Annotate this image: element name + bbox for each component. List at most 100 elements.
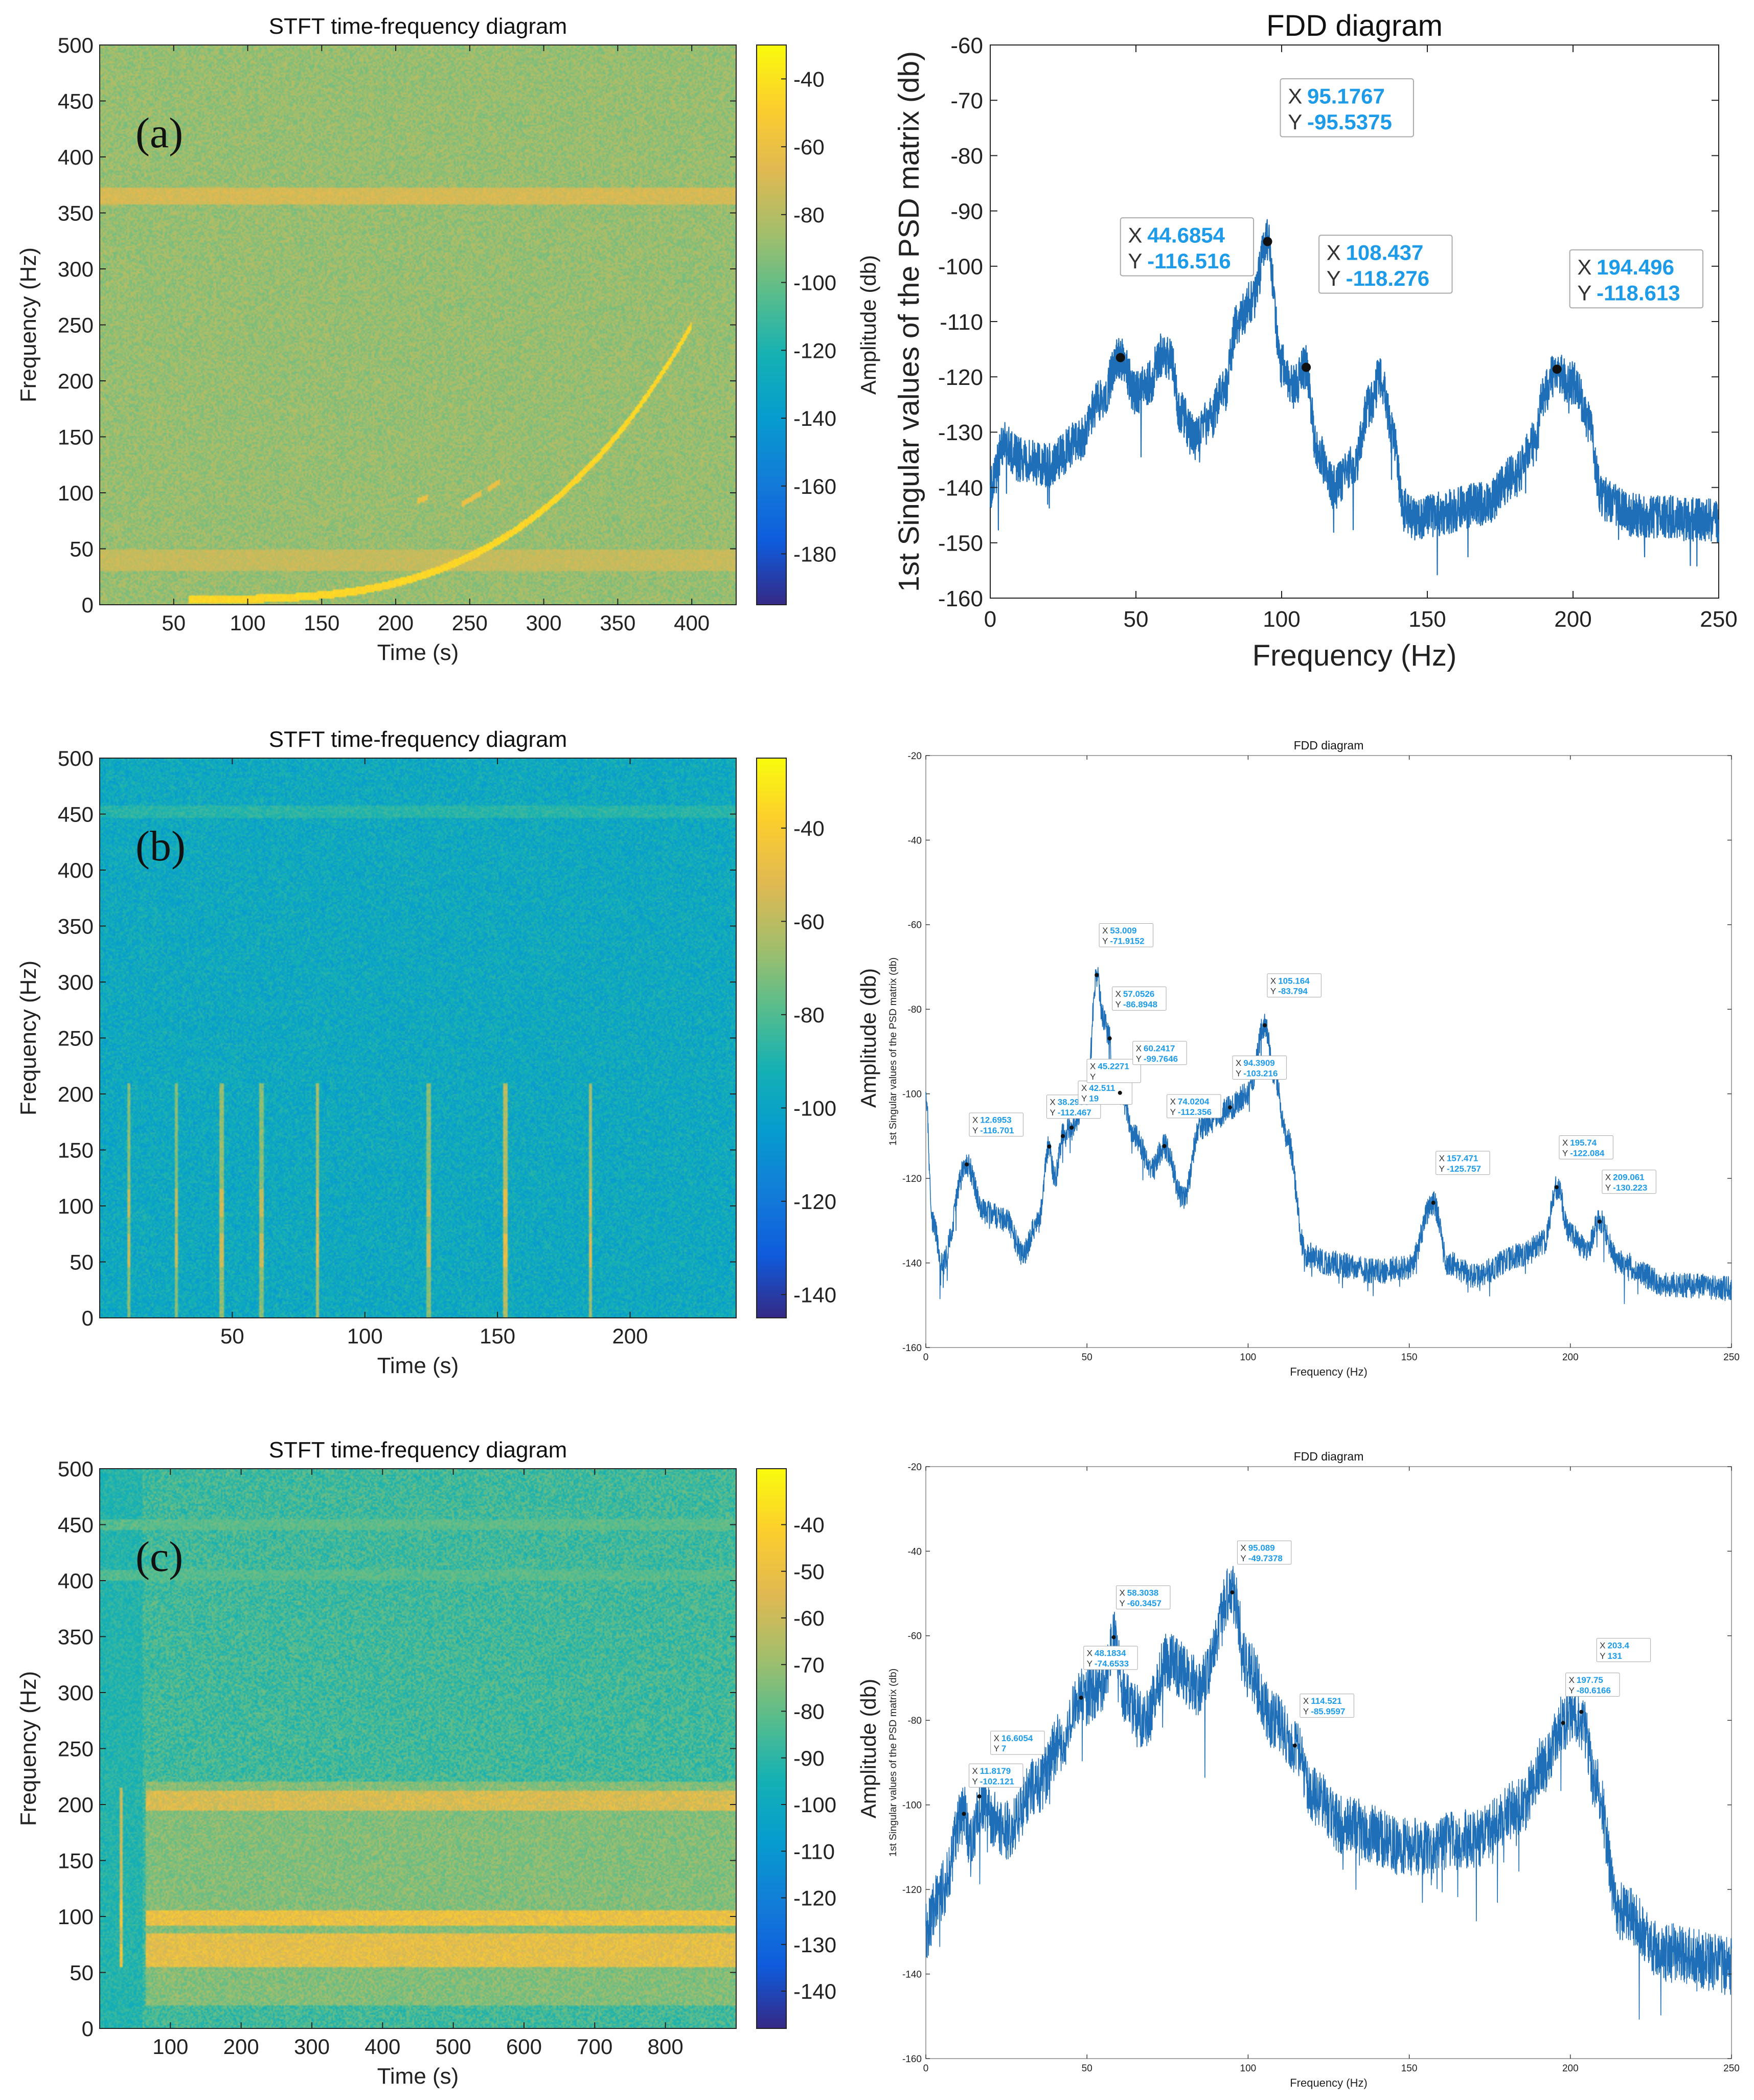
c-stft-spectrogram: [100, 1469, 736, 2028]
x-tick-label: 800: [648, 2035, 684, 2059]
colorbar-label: Amplitude (db): [856, 968, 880, 1108]
y-tick-label: 500: [58, 33, 94, 57]
a-stft-colorbar: [757, 45, 786, 605]
data-tip-y-prefix: Y: [1605, 1183, 1611, 1193]
data-tip-box: [1565, 1672, 1620, 1697]
data-tip-x-prefix: X: [1577, 255, 1591, 279]
data-tip-marker: [1107, 1036, 1112, 1041]
data-tip-y-value: -118.276: [1346, 266, 1430, 290]
data-tip-y-value: -116.701: [980, 1126, 1014, 1135]
colorbar-tick-label: -100: [793, 1096, 836, 1120]
y-tick-label: 300: [58, 1681, 94, 1705]
data-tip-x-value: 94.3909: [1243, 1058, 1274, 1068]
y-tick-label: -140: [938, 475, 983, 500]
colorbar-frame: [756, 1468, 787, 2029]
data-tip-marker: [1118, 1090, 1122, 1095]
data-tip-marker: [1561, 1721, 1565, 1725]
data-tip-y-prefix: Y: [1081, 1093, 1087, 1103]
data-tip-y-value: -60.3457: [1127, 1599, 1161, 1608]
colorbar-tick-label: -180: [793, 542, 836, 566]
data-tip-box: [1559, 1135, 1613, 1159]
data-tip-x-prefix: X: [1327, 240, 1341, 264]
data-tip-y-prefix: Y: [1270, 987, 1276, 996]
b-fdd-panel: 0 50 100 150 200 250 -20 -40 -60 -80 -100 -120 -140 -…: [887, 739, 1740, 1378]
y-tick-label: -20: [908, 751, 922, 762]
y-tick-label: -120: [938, 365, 983, 390]
y-tick-label: -80: [908, 1716, 922, 1726]
data-tip-box: [1112, 986, 1167, 1011]
data-tip-y-value: -95.5375: [1307, 110, 1392, 134]
data-tip-x-value: 74.0204: [1178, 1097, 1210, 1107]
data-tip-marker: [965, 1162, 969, 1167]
data-tip-y-value: -85.9597: [1311, 1707, 1345, 1717]
y-tick-label: -160: [938, 586, 983, 611]
data-tip-box: [1436, 1151, 1490, 1175]
a-fdd-panel: 0 50 100 150 200 250 -60 -70 -80 -90 -100 -110 -120 -…: [893, 9, 1738, 672]
psd-series-line: [925, 1566, 1732, 2020]
x-tick-label: 400: [365, 2035, 400, 2059]
data-tip-x-value: 53.009: [1110, 926, 1136, 935]
colorbar-tick-label: -40: [793, 816, 825, 840]
colorbar-tick-label: -60: [793, 909, 825, 933]
y-tick-label: 200: [58, 1793, 94, 1817]
c-fdd-plot-frame: [925, 1466, 1732, 2059]
data-tip-marker: [1597, 1219, 1602, 1224]
data-tip-y-prefix: Y: [1240, 1554, 1246, 1563]
colorbar-tick-label: -50: [793, 1560, 825, 1584]
x-tick-label: 300: [526, 611, 562, 635]
data-tip-x-prefix: X: [1102, 926, 1108, 935]
x-tick-label: 50: [1124, 607, 1149, 632]
data-tip-y-prefix: Y: [1136, 1054, 1142, 1064]
colorbar-tick-label: -60: [793, 1606, 825, 1630]
data-tip-y-prefix: Y: [1439, 1164, 1445, 1174]
data-tip-x-prefix: X: [1605, 1172, 1611, 1182]
y-tick-label: 50: [70, 1250, 94, 1274]
colorbar-tick-label: -60: [793, 135, 825, 159]
y-tick-label: 500: [58, 1457, 94, 1481]
data-tip-y-prefix: Y: [1050, 1108, 1055, 1117]
data-tip-box: [1232, 1055, 1287, 1080]
colorbar-tick-label: -80: [793, 1003, 825, 1027]
y-tick-label: -40: [908, 1546, 922, 1557]
data-tip-x-value: 42.511: [1089, 1083, 1115, 1093]
data-tip-y-value: -125.757: [1447, 1164, 1481, 1174]
y-tick-label: 200: [58, 369, 94, 393]
colorbar-tick-label: -70: [793, 1653, 825, 1677]
data-tip-box: [990, 1730, 1045, 1755]
y-tick-label: -100: [902, 1800, 922, 1811]
b-fdd-plot-frame: [925, 755, 1732, 1348]
y-tick-label: 400: [58, 145, 94, 169]
data-tip-x-value: 60.2417: [1144, 1043, 1175, 1053]
colorbar-tick-label: -160: [793, 474, 836, 498]
x-tick-label: 200: [1562, 1352, 1579, 1363]
x-axis-label: Time (s): [377, 2064, 459, 2089]
x-tick-label: 50: [220, 1324, 244, 1348]
a-stft-panel: 50 100 150 200 250 300 350 400 0 50 100 150 200 250 30…: [16, 14, 880, 665]
chart-title: FDD diagram: [1294, 739, 1364, 752]
colorbar-tick-label: -110: [793, 1839, 835, 1863]
y-tick-label: 350: [58, 915, 94, 939]
chart-title: FDD diagram: [1266, 9, 1443, 42]
data-tip-x-prefix: X: [1136, 1043, 1142, 1053]
data-tip-marker: [1228, 1105, 1233, 1110]
panel-label: (a): [135, 109, 183, 157]
data-tip-y-value: 7: [1001, 1744, 1006, 1753]
y-tick-label: -100: [902, 1089, 922, 1100]
data-tip-y-value: -86.8948: [1123, 999, 1157, 1009]
b-stft-panel: 50 100 150 200 0 50 100 150 200 250 300 350 400 450 50…: [16, 727, 880, 1378]
x-tick-label: 50: [1082, 2063, 1092, 2074]
b-stft-spectrogram: [100, 758, 736, 1318]
data-tip-marker: [1047, 1144, 1052, 1149]
x-tick-label: 100: [152, 2035, 188, 2059]
colorbar-tick-label: -140: [793, 1979, 836, 2003]
colorbar-tick-label: -120: [793, 1190, 836, 1214]
data-tip-box: [1602, 1170, 1656, 1194]
y-tick-label: 0: [82, 2017, 94, 2041]
y-tick-label: -140: [902, 1258, 922, 1269]
